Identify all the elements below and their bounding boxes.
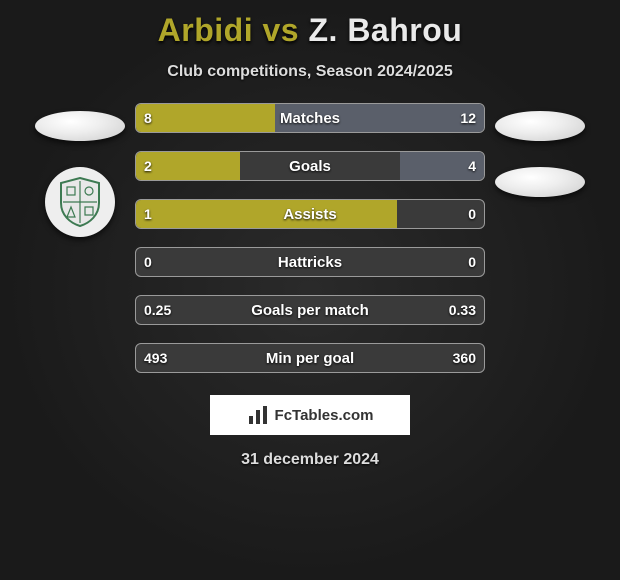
- stat-value-right: 12: [460, 104, 476, 132]
- stat-row: 812Matches: [135, 103, 485, 133]
- stat-fill-left: [136, 200, 397, 228]
- stat-row: 493 360Min per goal: [135, 343, 485, 373]
- stat-row: 0 0Hattricks: [135, 247, 485, 277]
- right-column: [485, 103, 595, 197]
- left-column: [25, 103, 135, 237]
- stat-row: 0.25 0.33Goals per match: [135, 295, 485, 325]
- vs-label: vs: [263, 12, 300, 48]
- player2-photo-placeholder: [495, 111, 585, 141]
- stat-value-right: 0: [468, 248, 476, 276]
- stat-value-left: 2: [144, 152, 152, 180]
- stat-value-left: 8: [144, 104, 152, 132]
- player2-name: Z. Bahrou: [308, 12, 462, 48]
- stat-fill-right: [275, 104, 484, 132]
- logo-text: FcTables.com: [275, 407, 374, 424]
- stat-value-right: 0.33: [449, 296, 476, 324]
- stat-value-left: 1: [144, 200, 152, 228]
- site-logo: FcTables.com: [210, 395, 410, 435]
- player1-club-crest: [45, 167, 115, 237]
- stat-value-left: 493: [144, 344, 167, 372]
- stat-value-left: 0: [144, 248, 152, 276]
- stat-label: Min per goal: [136, 344, 484, 372]
- stat-label: Hattricks: [136, 248, 484, 276]
- stat-value-right: 0: [468, 200, 476, 228]
- stat-fill-left: [136, 104, 275, 132]
- bars-icon: [247, 404, 269, 426]
- stat-row: 10Assists: [135, 199, 485, 229]
- stat-bars: 812Matches24Goals10Assists00Hattricks0.2…: [135, 103, 485, 373]
- player2-club-placeholder: [495, 167, 585, 197]
- page-title: Arbidi vs Z. Bahrou: [0, 0, 620, 49]
- shield-icon: [58, 177, 102, 227]
- stat-value-right: 4: [468, 152, 476, 180]
- subtitle: Club competitions, Season 2024/2025: [0, 63, 620, 81]
- date-label: 31 december 2024: [0, 451, 620, 469]
- stat-row: 24Goals: [135, 151, 485, 181]
- stat-value-left: 0.25: [144, 296, 171, 324]
- player1-name: Arbidi: [158, 12, 253, 48]
- player1-photo-placeholder: [35, 111, 125, 141]
- stat-value-right: 360: [453, 344, 476, 372]
- stat-label: Goals per match: [136, 296, 484, 324]
